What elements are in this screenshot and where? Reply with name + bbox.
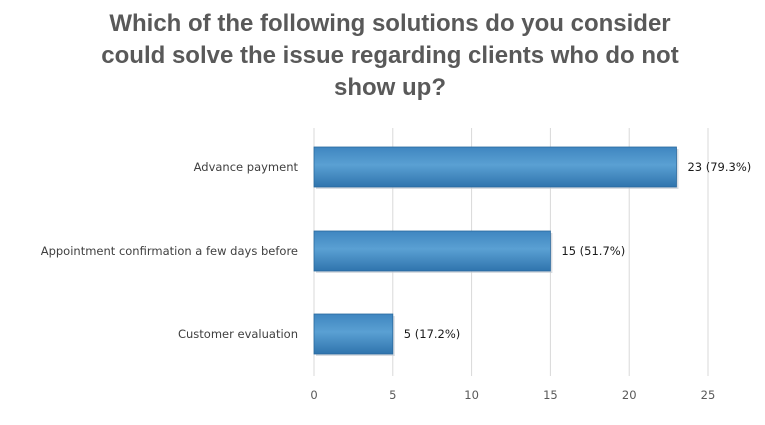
x-tick-label: 20 bbox=[622, 388, 637, 402]
chart-title-line-3: show up? bbox=[334, 74, 446, 101]
chart-title-line-1: Which of the following solutions do you … bbox=[109, 10, 671, 37]
bar bbox=[313, 230, 551, 272]
bar bbox=[313, 313, 394, 355]
data-label: 5 (17.2%) bbox=[404, 327, 460, 341]
chart-title: Which of the following solutions do you … bbox=[60, 8, 720, 104]
bars bbox=[313, 146, 679, 356]
bar bbox=[313, 146, 677, 188]
category-label: Appointment confirmation a few days befo… bbox=[41, 244, 298, 258]
x-tick-label: 0 bbox=[310, 388, 317, 402]
category-label: Customer evaluation bbox=[178, 327, 298, 341]
x-tick-label: 15 bbox=[543, 388, 558, 402]
data-label: 15 (51.7%) bbox=[561, 244, 625, 258]
labels: 0 5 10 15 20 25 Advance payment 23 (79.3%) Appoi… bbox=[41, 160, 752, 402]
x-tick-label: 10 bbox=[464, 388, 479, 402]
chart-title-line-2: could solve the issue regarding clients … bbox=[101, 42, 679, 69]
data-label: 23 (79.3%) bbox=[687, 160, 751, 174]
x-tick-label: 25 bbox=[701, 388, 716, 402]
category-label: Advance payment bbox=[194, 160, 299, 174]
x-tick-label: 5 bbox=[389, 388, 396, 402]
